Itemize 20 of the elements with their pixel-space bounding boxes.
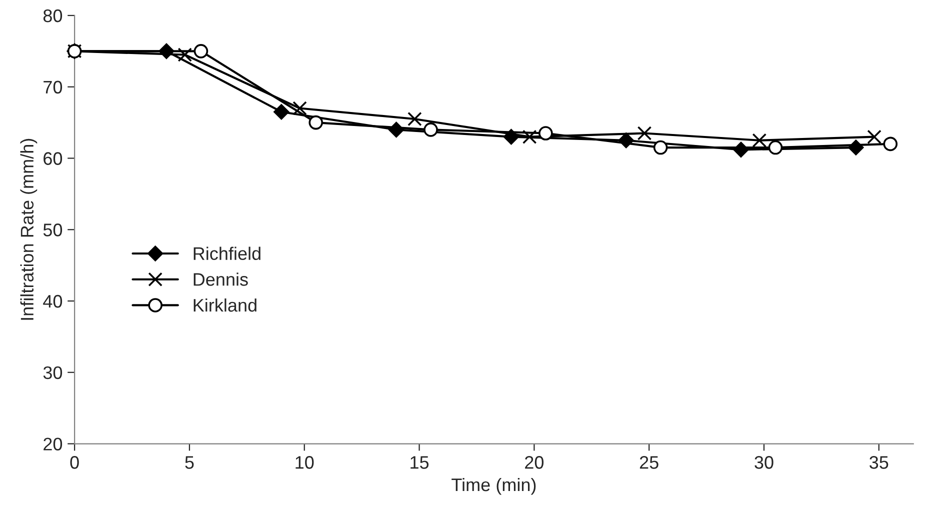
x-tick-label: 5	[185, 456, 194, 469]
x-tick-label: 15	[410, 456, 429, 469]
y-tick-label: 20	[44, 438, 62, 450]
y-tick-label: 80	[43, 9, 62, 22]
y-axis-title: Infiltration Rate (mm/h)	[20, 138, 38, 320]
x-tick-label: 25	[640, 456, 658, 469]
legend-label: Kirkland	[194, 298, 256, 312]
x-tick-label: 30	[754, 456, 774, 469]
y-tick-label: 70	[44, 80, 62, 94]
x-tick-label: 35	[870, 456, 888, 469]
legend-label: Dennis	[194, 272, 248, 286]
y-tick-label: 30	[43, 366, 62, 380]
x-tick-label: 10	[296, 456, 314, 469]
x-tick-label: 0	[70, 456, 79, 469]
x-axis-title: Time (min)	[452, 478, 536, 495]
y-tick-label: 50	[43, 224, 62, 236]
y-tick-label: 60	[44, 152, 62, 165]
x-tick-label: 20	[525, 456, 544, 469]
y-tick-label: 40	[43, 294, 62, 308]
legend-label: Richfield	[194, 246, 260, 260]
